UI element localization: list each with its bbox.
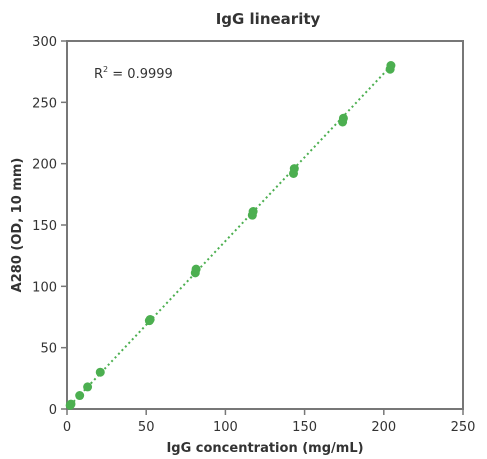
data-point (75, 391, 85, 401)
data-point (95, 367, 105, 377)
data-point (83, 382, 93, 392)
r-squared-symbol: R (94, 67, 103, 82)
chart-title: IgG linearity (216, 10, 321, 28)
y-tick-label: 0 (49, 403, 57, 418)
r-squared-annotation: R2 = 0.9999 (94, 65, 173, 82)
x-tick-label: 250 (451, 420, 476, 435)
x-axis-label: IgG concentration (mg/mL) (166, 441, 363, 456)
data-point (386, 61, 396, 71)
y-axis-label: A280 (OD, 10 mm) (10, 158, 25, 293)
data-point (289, 164, 299, 174)
data-point (248, 207, 258, 217)
y-tick-label: 250 (32, 96, 57, 111)
data-point (145, 314, 155, 324)
r-squared-value: = 0.9999 (108, 67, 173, 82)
y-tick-label: 300 (32, 35, 57, 50)
x-tick-label: 200 (371, 420, 396, 435)
r-squared-exponent: 2 (103, 65, 108, 74)
x-tick-label: 50 (138, 420, 155, 435)
y-tick-label: 200 (32, 158, 57, 173)
x-tick-label: 100 (213, 420, 238, 435)
data-point (66, 399, 76, 409)
y-tick-label: 150 (32, 219, 57, 234)
data-points (65, 61, 396, 410)
y-tick-label: 50 (40, 342, 57, 357)
y-axis-ticks: 0 50 100 150 200 250 300 (32, 35, 67, 418)
x-tick-label: 0 (63, 420, 71, 435)
x-tick-label: 150 (292, 420, 317, 435)
x-axis-ticks: 0 50 100 150 200 250 (63, 409, 476, 435)
plot-frame (66, 40, 464, 410)
data-point (338, 113, 348, 123)
data-point (191, 264, 201, 274)
y-tick-label: 100 (32, 280, 57, 295)
